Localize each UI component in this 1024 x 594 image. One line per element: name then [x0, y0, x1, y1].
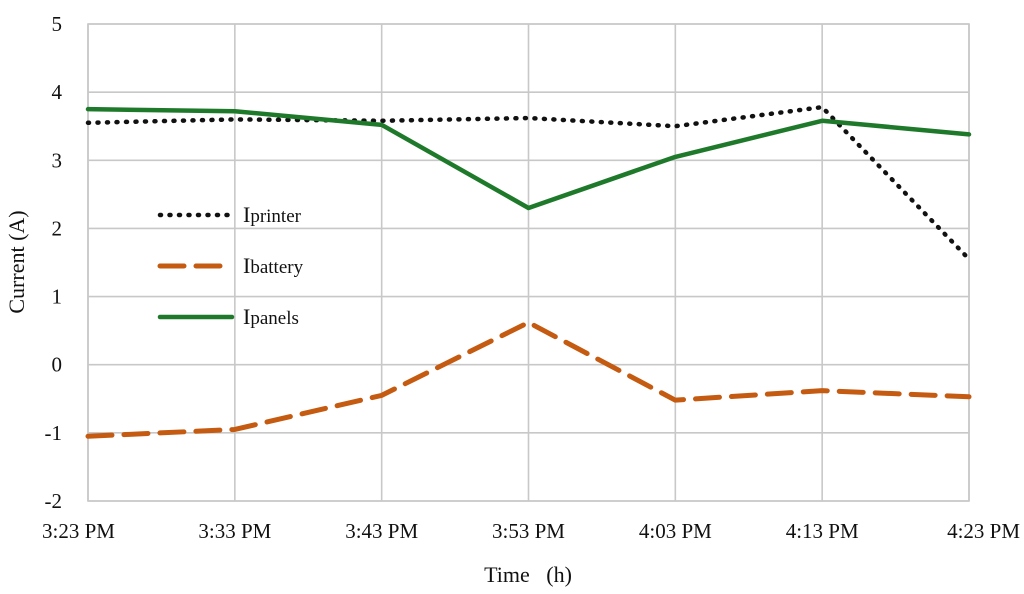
x-tick-label: 3:33 PM — [198, 519, 271, 543]
x-tick-labels: 3:23 PM 3:33 PM 3:43 PM 3:53 PM 4:03 PM 4:13 … — [42, 519, 1020, 543]
x-tick-label: 4:23 PM — [947, 519, 1020, 543]
series-line-panels — [85, 106, 972, 211]
legend-label-printer: Iprinter — [243, 202, 302, 227]
y-tick-label: -1 — [45, 421, 63, 445]
y-tick-label: 3 — [52, 148, 63, 172]
x-tick-label: 3:43 PM — [345, 519, 418, 543]
gridlines — [87, 23, 970, 502]
x-tick-label: 3:53 PM — [492, 519, 565, 543]
legend-label-battery: Ibattery — [243, 253, 304, 278]
series-lines — [85, 104, 972, 439]
x-axis-title: Time (h) — [484, 562, 572, 587]
y-axis-title: Current (A) — [4, 210, 29, 313]
y-tick-label: -2 — [45, 489, 63, 513]
legend: Iprinter Ibattery Ipanels — [157, 202, 304, 329]
y-tick-labels: -2 -1 0 1 2 3 4 5 — [45, 12, 63, 513]
y-tick-label: 4 — [52, 80, 63, 104]
y-tick-label: 2 — [52, 216, 63, 240]
legend-label-panels: Ipanels — [243, 304, 299, 329]
y-tick-label: 1 — [52, 285, 63, 309]
x-tick-label: 4:03 PM — [639, 519, 712, 543]
y-tick-label: 0 — [52, 353, 63, 377]
x-tick-label: 3:23 PM — [42, 519, 115, 543]
plot-frame — [87, 23, 970, 502]
x-tick-label: 4:13 PM — [786, 519, 859, 543]
y-tick-label: 5 — [52, 12, 63, 36]
series-line-battery — [85, 319, 972, 439]
